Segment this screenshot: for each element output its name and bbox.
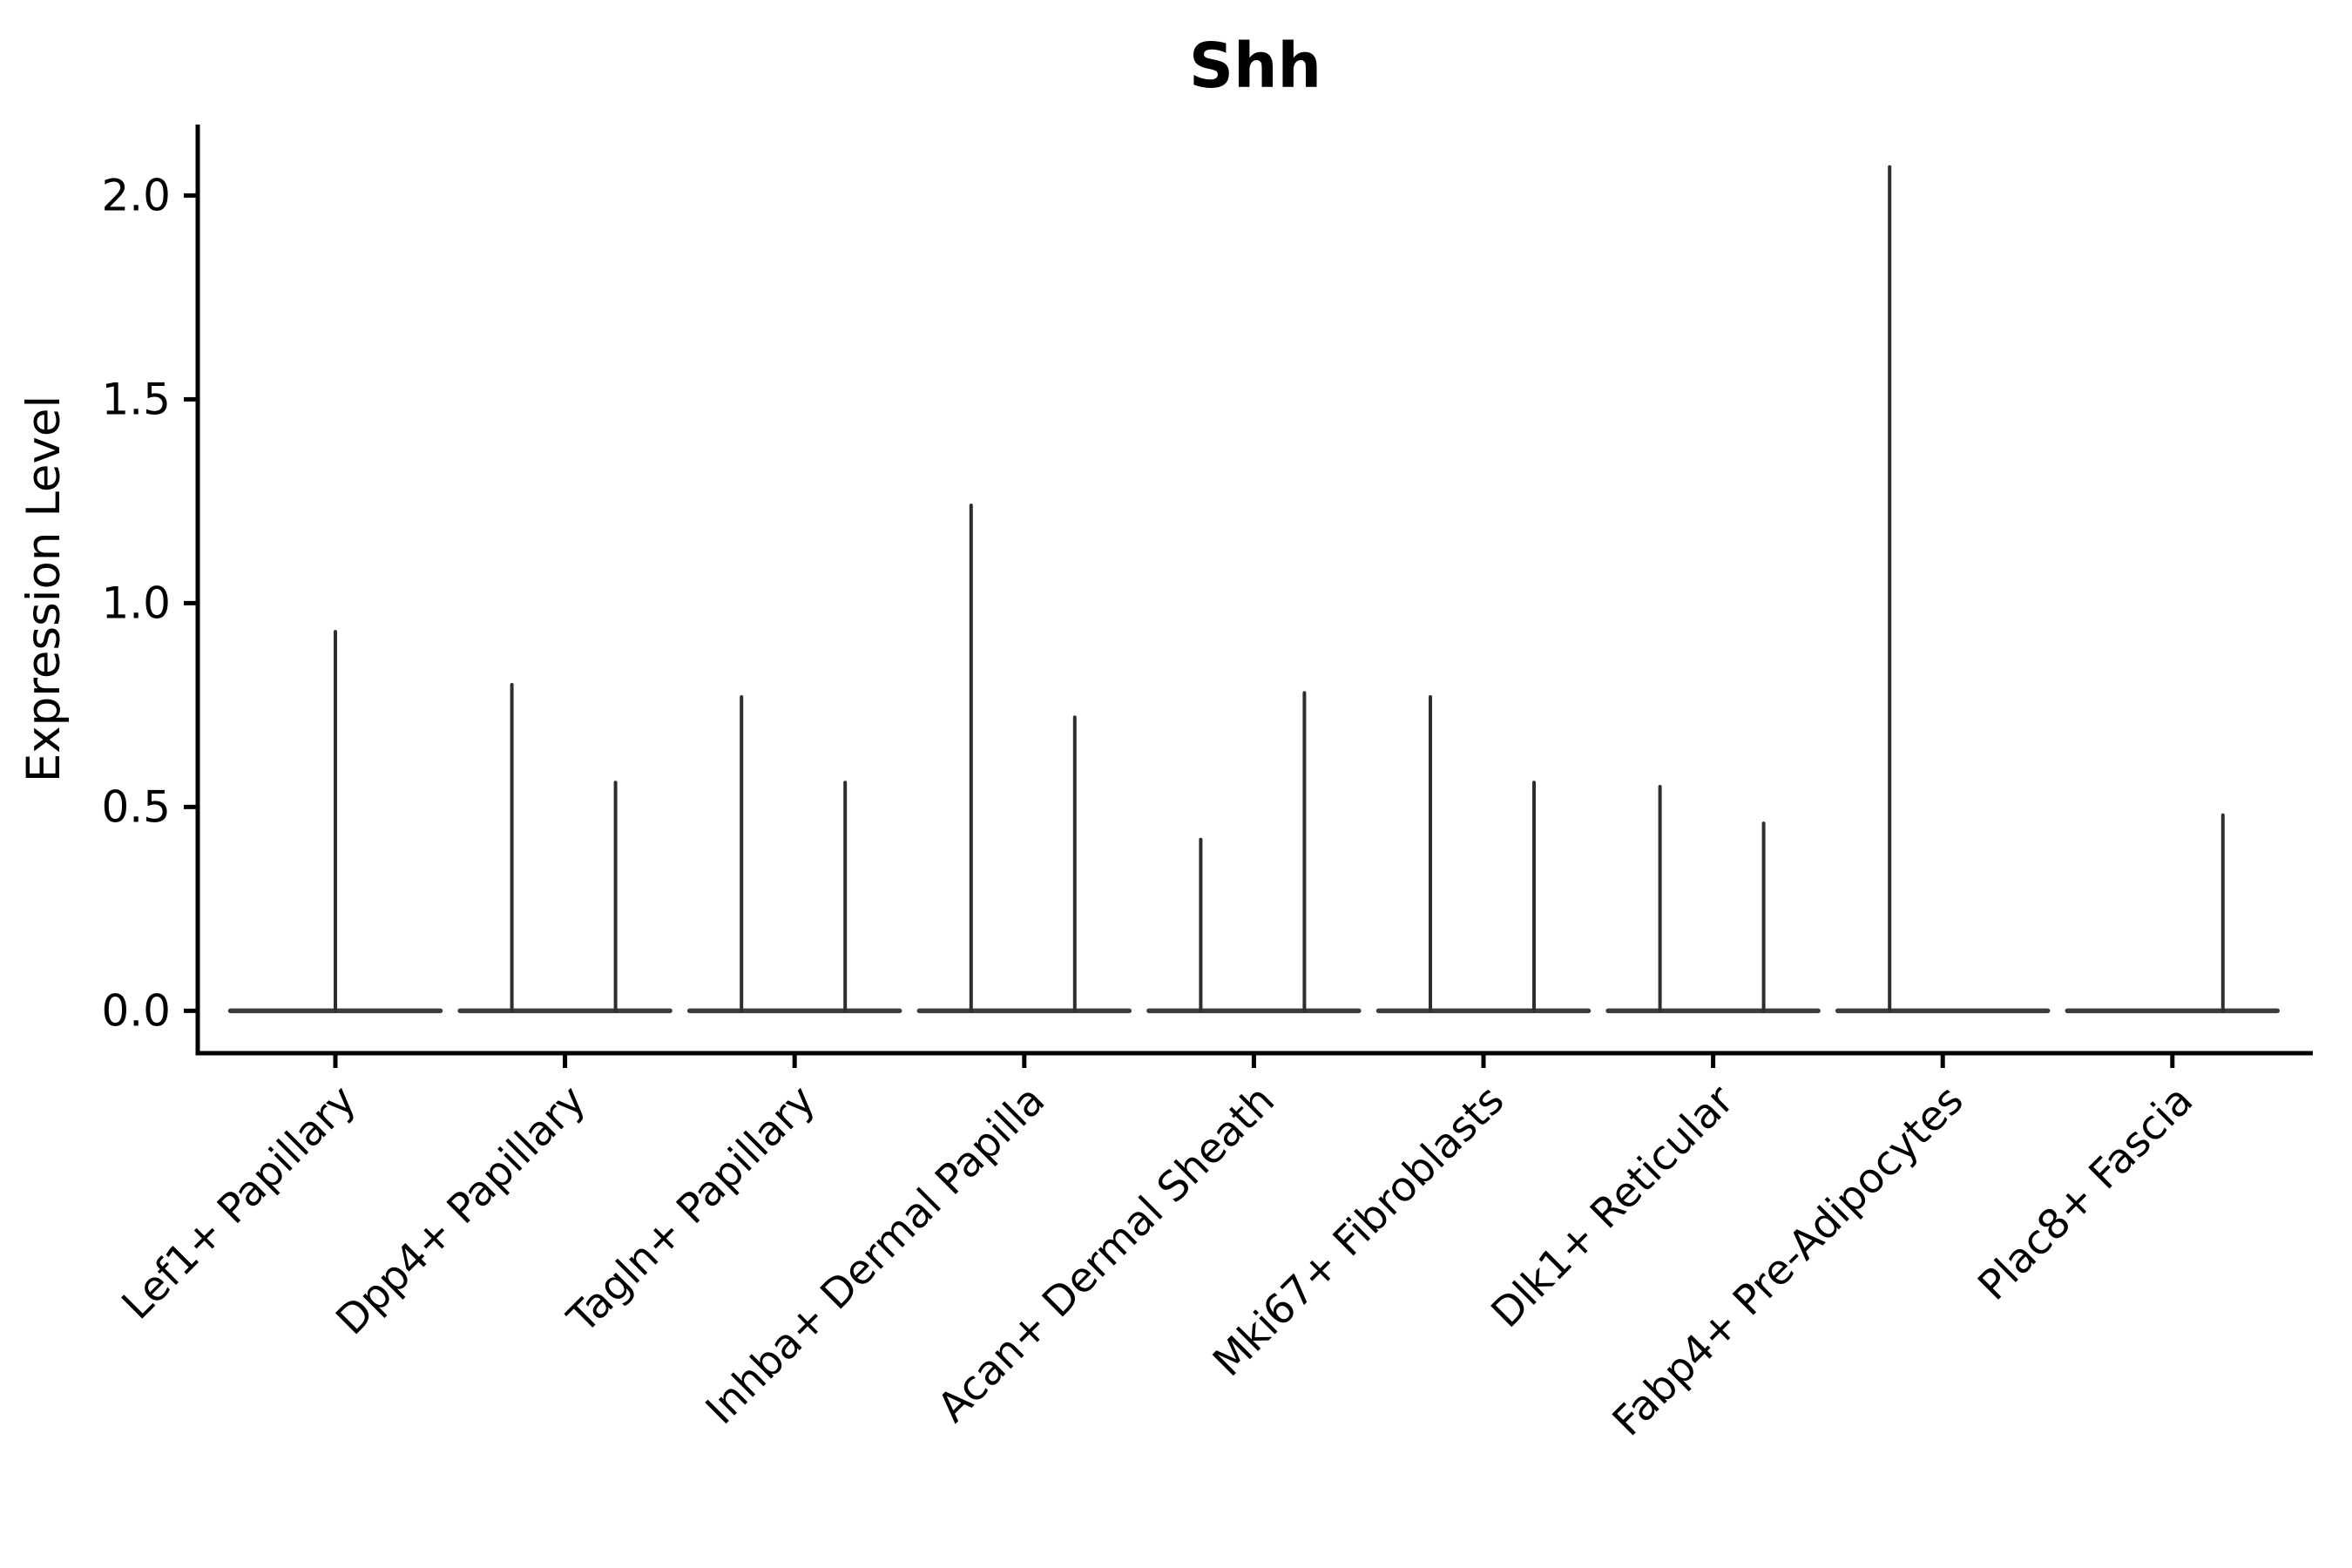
- y-tick-label: 2.0: [101, 170, 171, 220]
- y-axis-title: Expression Level: [17, 395, 71, 782]
- y-tick-label: 1.0: [101, 578, 171, 628]
- y-tick-label: 1.5: [101, 374, 171, 424]
- chart-title: Shh: [1189, 30, 1321, 102]
- x-tick-label: Plac8+ Fascia: [1969, 1077, 2202, 1310]
- x-tick-label: Lef1+ Papillary: [113, 1077, 366, 1329]
- x-tick-label: Tagln+ Papillary: [558, 1077, 825, 1343]
- y-axis: 0.0 0.5 1.0 1.5 2.0: [101, 125, 200, 1056]
- y-tick-label: 0.5: [101, 781, 171, 832]
- x-tick-label: Dpp4+ Papillary: [327, 1077, 595, 1345]
- violins-group: [227, 165, 2281, 1014]
- y-tick-label: 0.0: [101, 985, 171, 1036]
- x-tick-label: Dlk1+ Reticular: [1483, 1076, 1744, 1337]
